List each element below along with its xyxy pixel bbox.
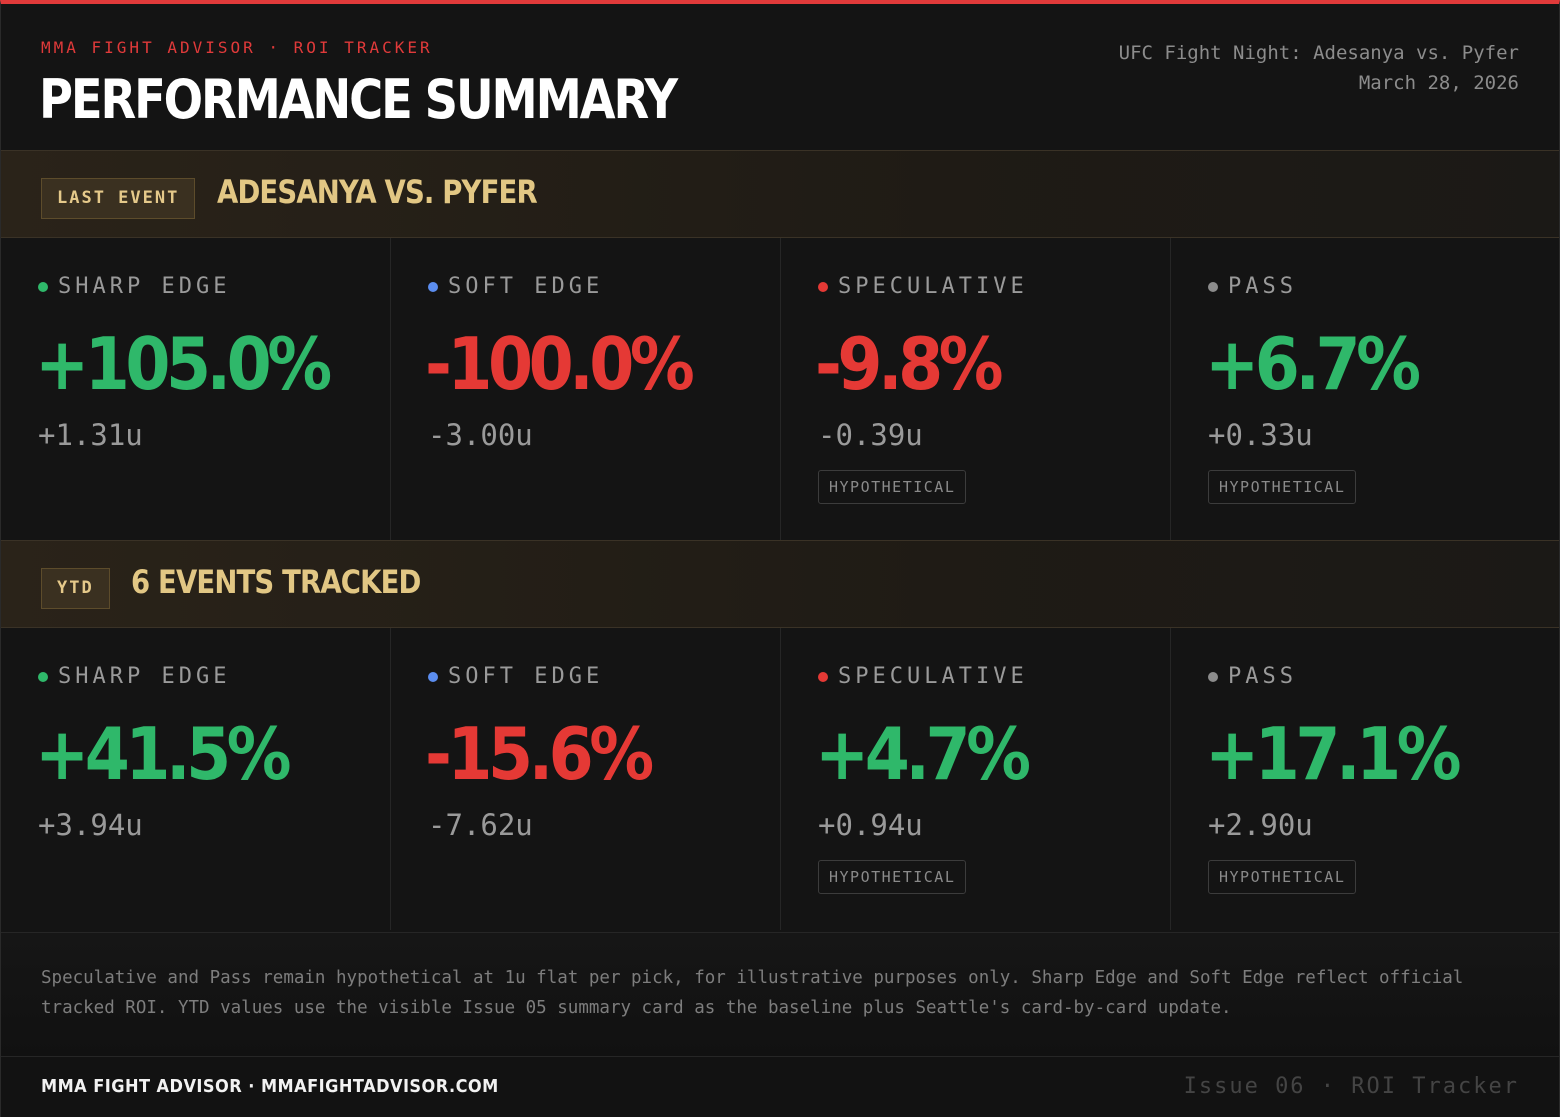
disclaimer-text: Speculative and Pass remain hypothetical… [41,968,1464,1018]
footer-issue: Issue 06 · ROI Tracker [1183,1074,1519,1099]
event-name: UFC Fight Night: Adesanya vs. Pyfer [1118,42,1519,64]
last-event-title: ADESANYA VS. PYFER [217,173,538,211]
sharp-dot-icon [38,281,48,292]
metric-roi: +17.1% [1205,712,1462,796]
metric-roi: -9.8% [815,322,1004,406]
footer: MMA FIGHT ADVISOR · MMAFIGHTADVISOR.COM … [1,1056,1559,1117]
metric-label: PASS [1228,274,1297,299]
metric-speculative: SPECULATIVE +4.7% +0.94u HYPOTHETICAL [781,628,1171,930]
metric-roi: -100.0% [425,322,695,406]
pass-dot-icon [1208,671,1218,682]
metric-sharp-edge: SHARP EDGE +41.5% +3.94u [1,628,391,930]
last-event-metrics: SHARP EDGE +105.0% +1.31u SOFT EDGE -100… [1,238,1559,540]
metric-units: +0.33u [1208,418,1313,452]
last-event-badge: LAST EVENT [41,178,196,219]
metric-label: SOFT EDGE [448,664,604,689]
last-event-band: LAST EVENT ADESANYA VS. PYFER [1,150,1559,238]
speculative-dot-icon [818,671,828,682]
metric-pass: PASS +17.1% +2.90u HYPOTHETICAL [1171,628,1559,930]
speculative-dot-icon [818,281,828,292]
metric-units: -3.00u [428,418,533,452]
metric-units: +0.94u [818,808,923,842]
metric-label: SPECULATIVE [838,274,1028,299]
soft-dot-icon [428,281,438,292]
ytd-metrics: SHARP EDGE +41.5% +3.94u SOFT EDGE -15.6… [1,628,1559,930]
ytd-title: 6 EVENTS TRACKED [131,563,421,601]
metric-label: SOFT EDGE [448,274,604,299]
metric-label: SHARP EDGE [58,664,231,689]
metric-pass: PASS +6.7% +0.33u HYPOTHETICAL [1171,238,1559,540]
ytd-band: YTD 6 EVENTS TRACKED [1,540,1559,628]
metric-label: PASS [1228,664,1297,689]
metric-label: SHARP EDGE [58,274,231,299]
metric-units: -7.62u [428,808,533,842]
metric-roi: +105.0% [35,322,332,406]
event-date: March 28, 2026 [1358,72,1519,94]
metric-label: SPECULATIVE [838,664,1028,689]
ytd-badge: YTD [41,568,110,609]
hypothetical-tag: HYPOTHETICAL [1208,860,1357,894]
eyebrow: MMA FIGHT ADVISOR · ROI TRACKER [41,38,433,57]
hypothetical-tag: HYPOTHETICAL [818,860,967,894]
metric-roi: +6.7% [1205,322,1421,406]
metric-roi: -15.6% [425,712,654,796]
metric-speculative: SPECULATIVE -9.8% -0.39u HYPOTHETICAL [781,238,1171,540]
hypothetical-tag: HYPOTHETICAL [818,470,967,504]
soft-dot-icon [428,671,438,682]
metric-units: +1.31u [38,418,143,452]
sharp-dot-icon [38,671,48,682]
metric-units: -0.39u [818,418,923,452]
metric-soft-edge: SOFT EDGE -15.6% -7.62u [391,628,781,930]
hypothetical-tag: HYPOTHETICAL [1208,470,1357,504]
metric-units: +3.94u [38,808,143,842]
page-title: PERFORMANCE SUMMARY [39,68,678,131]
disclaimer: Speculative and Pass remain hypothetical… [1,932,1559,1056]
metric-soft-edge: SOFT EDGE -100.0% -3.00u [391,238,781,540]
metric-roi: +41.5% [35,712,292,796]
footer-brand: MMA FIGHT ADVISOR · MMAFIGHTADVISOR.COM [41,1076,499,1097]
metric-roi: +4.7% [815,712,1031,796]
metric-sharp-edge: SHARP EDGE +105.0% +1.31u [1,238,391,540]
pass-dot-icon [1208,281,1218,292]
header: MMA FIGHT ADVISOR · ROI TRACKER PERFORMA… [1,4,1559,150]
metric-units: +2.90u [1208,808,1313,842]
